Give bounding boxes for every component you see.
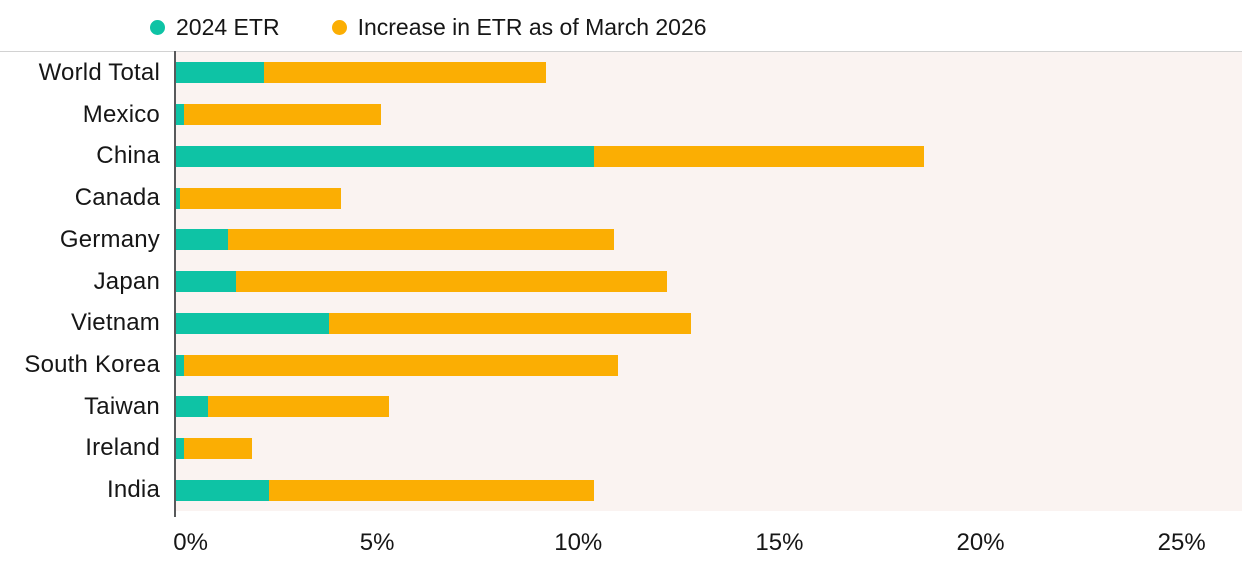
bar-segment — [268, 479, 595, 501]
legend-label-increase-etr: Increase in ETR as of March 2026 — [357, 13, 707, 40]
bar-vietnam — [176, 312, 691, 334]
bar-segment — [328, 312, 691, 334]
legend-item-2024-etr: 2024 ETR — [150, 14, 280, 41]
x-tick-label: 10% — [554, 529, 603, 556]
x-tick-label: 25% — [1157, 529, 1206, 556]
bar-segment — [176, 145, 595, 167]
category-label-mexico: Mexico — [82, 100, 160, 128]
x-tick-label: 15% — [755, 529, 804, 556]
bar-germany — [176, 229, 615, 251]
bar-segment — [208, 396, 390, 418]
bar-canada — [176, 187, 341, 209]
bar-segment — [176, 62, 265, 84]
chart-area: World Total Mexico China Canada Germany Japan… — [0, 51, 1242, 566]
chart-row-mexico: Mexico — [0, 94, 1242, 136]
bar-segment — [180, 187, 341, 209]
bar-segment — [184, 104, 382, 126]
chart-row-south-korea: South Korea — [0, 344, 1242, 386]
bar-china — [176, 145, 925, 167]
bar-segment — [176, 229, 229, 251]
legend: 2024 ETR Increase in ETR as of March 202… — [150, 10, 1242, 44]
category-label-japan: Japan — [93, 267, 160, 295]
bar-segment — [176, 271, 237, 293]
bar-segment — [228, 229, 615, 251]
bar-mexico — [176, 104, 382, 126]
legend-item-increase-etr: Increase in ETR as of March 2026 — [331, 13, 707, 41]
legend-label-2024-etr: 2024 ETR — [176, 13, 280, 40]
bar-segment — [176, 312, 329, 334]
bar-segment — [176, 479, 269, 501]
legend-swatch-orange-icon — [331, 19, 347, 35]
chart-row-vietnam: Vietnam — [0, 302, 1242, 344]
x-tick-label: 20% — [956, 529, 1005, 556]
chart-row-china: China — [0, 135, 1242, 177]
chart-rows: World Total Mexico China Canada Germany Japan… — [0, 52, 1242, 511]
category-label-canada: Canada — [74, 184, 160, 212]
legend-swatch-teal-icon — [150, 19, 165, 35]
category-label-ireland: Ireland — [85, 434, 160, 462]
plot-top-border — [0, 51, 1242, 52]
bar-taiwan — [176, 396, 390, 418]
chart-row-ireland: Ireland — [0, 428, 1242, 470]
category-label-world-total: World Total — [38, 58, 160, 86]
bar-segment — [184, 437, 253, 459]
x-axis: 0% 5% 10% 15% 20% 25% — [0, 521, 1242, 561]
category-label-germany: Germany — [59, 225, 160, 253]
chart-row-india: India — [0, 469, 1242, 511]
bar-world-total — [176, 62, 547, 84]
bar-segment — [236, 271, 667, 293]
category-label-south-korea: South Korea — [24, 351, 160, 378]
bar-segment — [264, 62, 547, 84]
category-label-china: China — [96, 142, 160, 170]
bar-segment — [176, 396, 209, 418]
bar-segment — [594, 145, 925, 167]
x-tick-label: 5% — [359, 529, 395, 556]
bar-segment — [176, 437, 185, 459]
y-axis-line — [174, 51, 176, 517]
bar-segment — [184, 354, 619, 376]
bar-south-korea — [176, 354, 619, 376]
bar-segment — [176, 187, 181, 209]
chart-row-japan: Japan — [0, 261, 1242, 303]
chart-row-canada: Canada — [0, 177, 1242, 219]
category-label-vietnam: Vietnam — [70, 309, 160, 337]
bar-segment — [176, 354, 185, 376]
etr-stacked-bar-chart: 2024 ETR Increase in ETR as of March 202… — [0, 10, 1242, 566]
bar-japan — [176, 271, 667, 293]
chart-row-germany: Germany — [0, 219, 1242, 261]
bar-segment — [176, 104, 185, 126]
chart-row-taiwan: Taiwan — [0, 386, 1242, 428]
category-label-taiwan: Taiwan — [84, 392, 160, 420]
bar-ireland — [176, 437, 253, 459]
x-tick-label: 0% — [173, 529, 208, 556]
bar-india — [176, 479, 595, 501]
category-label-india: India — [106, 476, 160, 504]
chart-row-world-total: World Total — [0, 52, 1242, 94]
